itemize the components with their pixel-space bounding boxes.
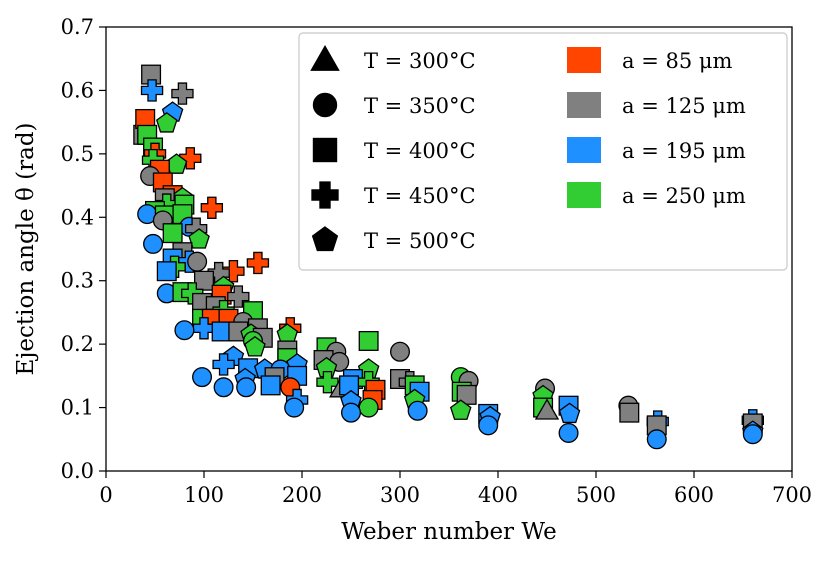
legend-label: T = 500°C: [364, 229, 476, 253]
data-point-plus: [179, 147, 202, 170]
y-tick-label: 0.5: [61, 142, 94, 166]
y-tick-label: 0.4: [61, 205, 94, 229]
data-point-plus: [212, 353, 235, 376]
data-point-circle: [192, 367, 213, 388]
data-point-circle: [213, 377, 234, 398]
data-point-circle: [742, 424, 763, 445]
legend-color-swatch: [567, 47, 601, 73]
data-point-circle: [174, 320, 195, 341]
legend-marker-circle: [312, 92, 338, 118]
data-point-circle: [187, 251, 208, 272]
x-tick-label: 500: [576, 483, 616, 507]
x-tick-label: 100: [184, 483, 224, 507]
x-axis-label: Weber number We: [341, 519, 556, 545]
data-point-circle: [407, 400, 428, 421]
x-tick-label: 700: [772, 483, 812, 507]
data-point-pentagon: [244, 335, 266, 357]
legend-label: a = 195 μm: [622, 139, 746, 163]
data-point-circle: [340, 402, 361, 423]
legend-box: [298, 32, 788, 271]
data-point-circle: [389, 341, 410, 362]
data-point-plus: [316, 371, 339, 394]
data-point-plus: [246, 251, 270, 275]
data-point-circle: [358, 397, 379, 418]
legend-color-swatch: [567, 137, 601, 163]
data-points-layer: [133, 64, 764, 450]
legend: T = 300°C T = 350°C T = 400°C T = 450°C T = …: [298, 32, 788, 271]
y-tick-label: 0.6: [61, 78, 94, 102]
data-point-plus: [171, 82, 194, 105]
x-tick-label: 200: [282, 483, 322, 507]
x-axis-ticks: 0 100 200 300 400 500 600 700: [99, 471, 812, 507]
data-point-plus: [192, 317, 216, 340]
data-point-plus: [140, 79, 164, 102]
data-point-square: [211, 321, 232, 342]
data-point-square: [260, 375, 281, 396]
data-point-circle: [646, 429, 667, 450]
legend-marker-triangle: [310, 45, 340, 71]
data-point-circle: [558, 422, 579, 443]
x-tick-label: 0: [99, 483, 112, 507]
x-tick-label: 400: [478, 483, 518, 507]
legend-label: a = 250 μm: [622, 184, 746, 208]
data-point-circle: [236, 377, 257, 398]
data-point-plus: [200, 196, 224, 219]
data-point-circle: [143, 233, 164, 254]
legend-label: T = 350°C: [364, 94, 476, 118]
data-point-circle: [284, 397, 305, 418]
legend-color-swatch: [567, 92, 601, 118]
data-point-square: [193, 270, 214, 291]
data-point-pentagon: [188, 228, 210, 249]
legend-marker-pentagon: [311, 226, 339, 252]
y-axis-label: Ejection angle θ (rad): [13, 122, 39, 375]
legend-marker-plus: [311, 181, 339, 209]
legend-label: a = 85 μm: [622, 49, 733, 73]
y-axis-ticks: 0.0 0.1 0.2 0.3 0.4 0.5 0.6 0.7: [61, 15, 106, 483]
data-point-pentagon: [449, 399, 472, 420]
x-tick-label: 600: [674, 483, 714, 507]
y-tick-label: 0.0: [61, 459, 94, 483]
legend-label: T = 400°C: [364, 139, 476, 163]
data-point-square: [156, 261, 177, 282]
data-point-square: [358, 330, 379, 351]
legend-label: a = 125 μm: [622, 94, 746, 118]
legend-color-swatch: [567, 182, 601, 208]
data-point-pentagon: [155, 112, 178, 133]
data-point-pentagon: [558, 402, 581, 424]
legend-label: T = 450°C: [364, 184, 476, 208]
y-tick-label: 0.3: [61, 269, 94, 293]
legend-color-entries: a = 85 μm a = 125 μm a = 195 μm a = 250 μm: [567, 47, 746, 208]
y-tick-label: 0.7: [61, 15, 94, 39]
legend-shape-entries: T = 300°C T = 350°C T = 400°C T = 450°C T = …: [310, 45, 476, 253]
legend-label: T = 300°C: [364, 49, 476, 73]
data-point-square: [619, 402, 640, 423]
data-point-square: [162, 223, 183, 244]
x-tick-label: 300: [380, 483, 420, 507]
y-tick-label: 0.1: [61, 396, 94, 420]
data-point-plus: [227, 285, 250, 308]
plot-frame: [105, 26, 793, 472]
y-tick-label: 0.2: [61, 332, 94, 356]
data-point-circle: [478, 415, 499, 436]
data-point-triangle: [534, 398, 560, 420]
legend-marker-square: [312, 137, 338, 163]
